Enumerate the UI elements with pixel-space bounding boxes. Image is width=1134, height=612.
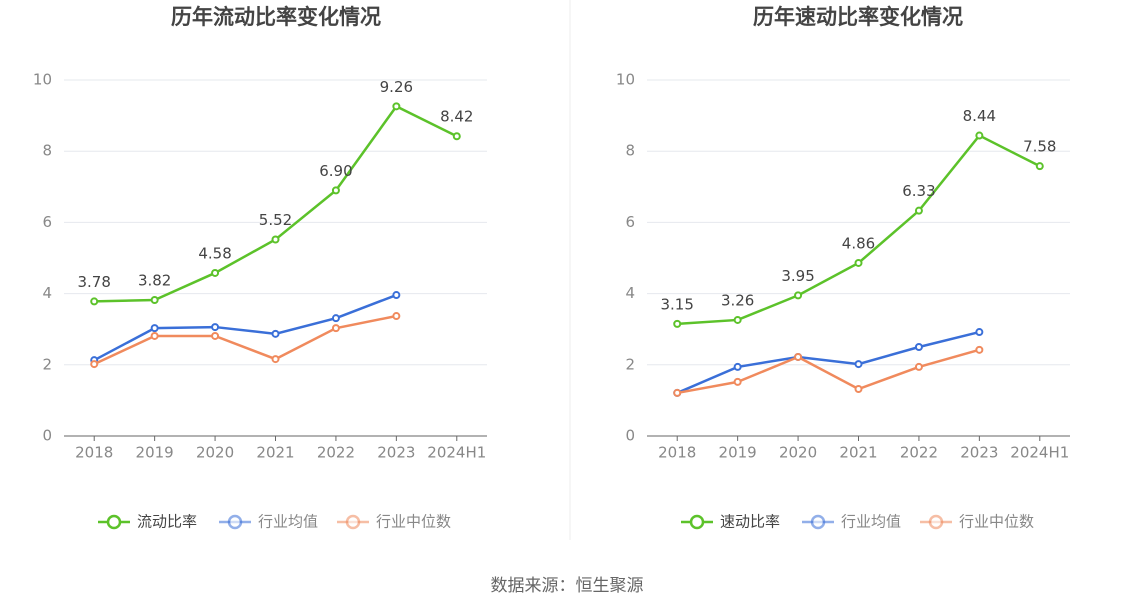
x-tick-label: 2022 — [900, 444, 938, 462]
x-tick-label: 2021 — [256, 444, 294, 462]
data-point — [392, 312, 401, 321]
x-tick-label: 2023 — [960, 444, 998, 462]
x-tick-label: 2024H1 — [1010, 444, 1069, 462]
data-point — [854, 258, 863, 267]
y-tick-label: 6 — [625, 213, 635, 231]
series-line — [93, 293, 397, 362]
legend-label: 行业中位数 — [376, 513, 451, 531]
data-label: 3.26 — [721, 291, 754, 309]
y-tick-label: 4 — [42, 284, 52, 302]
legend-marker — [227, 514, 243, 530]
data-label: 4.58 — [198, 244, 231, 262]
legend-marker — [689, 514, 705, 530]
data-label: 8.42 — [440, 108, 473, 126]
data-point — [794, 291, 803, 300]
data-point — [331, 324, 340, 333]
y-tick-label: 10 — [616, 71, 635, 89]
y-tick-label: 6 — [42, 213, 52, 231]
x-tick-label: 2023 — [377, 444, 415, 462]
data-label: 4.86 — [842, 234, 875, 252]
data-point — [211, 331, 220, 340]
legend-label: 行业均值 — [258, 513, 318, 531]
legend-marker — [810, 514, 826, 530]
data-point — [452, 132, 461, 141]
y-tick-label: 2 — [625, 355, 635, 373]
data-point — [673, 319, 682, 328]
data-point — [1035, 162, 1044, 171]
data-point — [854, 360, 863, 369]
data-point — [914, 343, 923, 351]
y-tick-label: 2 — [42, 355, 52, 373]
data-point — [271, 329, 280, 338]
x-tick-label: 2019 — [136, 444, 174, 462]
data-point — [914, 362, 923, 371]
data-label: 3.82 — [138, 272, 171, 290]
data-label: 7.58 — [1023, 138, 1056, 156]
data-label: 6.90 — [319, 162, 352, 180]
series-line — [676, 330, 980, 395]
series-line — [93, 314, 397, 366]
data-label: 3.78 — [78, 273, 111, 291]
data-point — [150, 331, 159, 340]
legend-marker — [928, 514, 944, 530]
series-line — [676, 348, 980, 395]
source: 数据来源：恒生聚源 — [491, 576, 644, 596]
data-label: 9.26 — [380, 78, 413, 96]
data-point — [211, 268, 220, 277]
legend-label: 速动比率 — [720, 513, 780, 531]
data-point — [271, 355, 280, 364]
legend-label: 流动比率 — [137, 513, 197, 531]
data-point — [392, 102, 401, 111]
data-point — [733, 377, 742, 386]
legend-label: 行业均值 — [841, 513, 901, 531]
data-point — [794, 352, 803, 361]
chart-title: 历年流动比率变化情况 — [171, 5, 381, 29]
data-point — [975, 345, 984, 354]
chart-title: 历年速动比率变化情况 — [753, 5, 963, 29]
data-label: 6.33 — [902, 182, 935, 200]
data-point — [975, 328, 984, 337]
x-tick-label: 2022 — [317, 444, 355, 462]
x-tick-label: 2024H1 — [427, 444, 486, 462]
data-label: 3.15 — [661, 295, 694, 313]
x-tick-label: 2021 — [839, 444, 877, 462]
y-tick-label: 0 — [625, 427, 635, 445]
data-point — [914, 206, 923, 215]
legend-marker — [106, 514, 122, 530]
data-point — [271, 235, 280, 244]
data-label: 8.44 — [963, 107, 996, 125]
y-tick-label: 4 — [625, 284, 635, 302]
data-point — [90, 297, 99, 306]
x-tick-label: 2018 — [75, 444, 113, 462]
data-point — [854, 385, 863, 394]
legend-label: 行业中位数 — [959, 513, 1034, 531]
data-point — [90, 360, 99, 369]
data-point — [150, 296, 159, 305]
data-point — [211, 323, 220, 332]
data-point — [331, 186, 340, 195]
y-tick-label: 8 — [42, 142, 52, 160]
y-tick-label: 0 — [42, 427, 52, 445]
data-point — [331, 314, 340, 323]
data-point — [975, 131, 984, 140]
x-tick-label: 2020 — [779, 444, 817, 462]
y-tick-label: 8 — [625, 142, 635, 160]
x-tick-label: 2020 — [196, 444, 234, 462]
x-tick-label: 2018 — [658, 444, 696, 462]
data-point — [733, 362, 742, 371]
data-label: 5.52 — [259, 211, 292, 229]
data-label: 3.95 — [781, 267, 814, 285]
data-point — [733, 315, 742, 324]
x-tick-label: 2019 — [719, 444, 757, 462]
data-point — [150, 324, 159, 333]
data-point — [392, 291, 401, 300]
legend-marker — [345, 514, 361, 530]
data-point — [673, 388, 682, 397]
y-tick-label: 10 — [33, 71, 52, 89]
